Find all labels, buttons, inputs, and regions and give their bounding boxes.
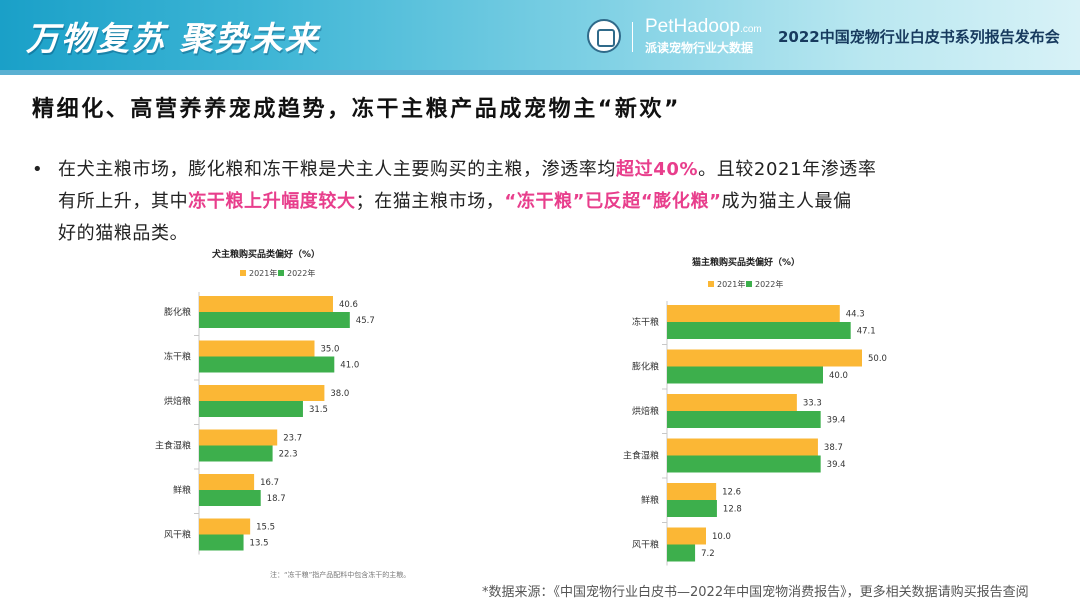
data-label: 33.3 (803, 399, 822, 409)
pet-society-emblem-icon (587, 19, 621, 53)
bar-2021 (667, 438, 818, 456)
data-label: 41.0 (340, 361, 359, 371)
bar-2022 (199, 401, 303, 417)
para-highlight: 超过40% (616, 159, 699, 180)
legend-label: 2021年 (717, 279, 745, 289)
slogan: 万物复苏 聚势未来 (26, 19, 320, 58)
data-label: 38.7 (824, 443, 843, 453)
data-label: 40.0 (829, 371, 848, 381)
data-label: 31.5 (309, 405, 328, 415)
chart-title: 猫主粮购买品类偏好（%） (692, 256, 800, 268)
brand-domain: .com (740, 24, 762, 35)
data-label: 13.5 (250, 539, 269, 549)
bar-2022 (667, 411, 821, 428)
para-text: 。且较2021年渗透率 (698, 159, 877, 180)
category-label: 鲜粮 (173, 484, 191, 496)
para-highlight: 冻干粮上升幅度较大 (188, 191, 356, 212)
category-label: 膨化粮 (632, 361, 659, 373)
data-label: 35.0 (321, 345, 340, 355)
data-label: 10.0 (712, 532, 731, 542)
bullet-marker: • (32, 159, 44, 180)
brand-logo: PetHadoop.com (645, 16, 762, 38)
bar-2022 (667, 544, 696, 562)
bar-2021 (667, 527, 706, 545)
data-label: 12.8 (723, 505, 742, 515)
para-text: 有所上升，其中 (58, 191, 189, 212)
chart-footnote: 注：“冻干粮”指产品配料中包含冻干的主粮。 (270, 570, 410, 579)
legend-label: 2022年 (755, 279, 783, 289)
data-label: 7.2 (701, 549, 715, 559)
category-label: 主食湿粮 (623, 450, 659, 462)
legend-swatch (278, 270, 284, 276)
data-label: 23.7 (283, 434, 302, 444)
event-title: 2022中国宠物行业白皮书系列报告发布会 (778, 28, 1060, 46)
chart-title: 犬主粮购买品类偏好（%） (211, 248, 320, 260)
category-label: 鲜粮 (641, 494, 659, 506)
page-headline: 精细化、高营养养宠成趋势，冻干主粮产品成宠物主“新欢” (32, 97, 682, 122)
para-line-3: 好的猫粮品类。 (58, 223, 189, 244)
legend-label: 2022年 (287, 268, 315, 278)
legend-label: 2021年 (249, 268, 277, 278)
para-text: 在犬主粮市场，膨化粮和冻干粮是犬主人主要购买的主粮，渗透率均 (58, 159, 616, 180)
data-label: 44.3 (846, 310, 865, 320)
bar-2021 (667, 305, 840, 322)
category-label: 风干粮 (164, 529, 191, 541)
para-line-2: 有所上升，其中冻干粮上升幅度较大；在猫主粮市场，“冻干粮”已反超“膨化粮”成为猫… (58, 186, 852, 218)
para-text: ；在猫主粮市场， (355, 191, 505, 212)
bar-2022 (667, 455, 821, 473)
bar-2021 (199, 518, 251, 535)
data-label: 39.4 (827, 416, 846, 426)
bar-2021 (199, 340, 315, 357)
bar-2022 (667, 366, 823, 384)
bar-2022 (199, 312, 350, 328)
data-label: 22.3 (279, 450, 298, 460)
para-text: 成为猫主人最偏 (721, 191, 852, 212)
bar-2021 (199, 474, 255, 490)
category-label: 冻干粮 (632, 316, 659, 328)
brand-subtitle: 派读宠物行业大数据 (645, 41, 754, 55)
category-label: 主食湿粮 (155, 440, 191, 452)
category-label: 烘焙粮 (164, 395, 191, 407)
bar-2021 (199, 429, 278, 446)
bar-2021 (667, 483, 717, 500)
bar-2021 (667, 394, 797, 411)
data-label: 50.0 (868, 354, 887, 364)
data-label: 16.7 (260, 478, 279, 488)
bar-2022 (199, 490, 261, 506)
para-line-1: 在犬主粮市场，膨化粮和冻干粮是犬主人主要购买的主粮，渗透率均超过40%。且较20… (58, 154, 877, 186)
category-label: 冻干粮 (164, 351, 191, 363)
bar-2021 (199, 296, 333, 312)
category-label: 烘焙粮 (632, 405, 659, 417)
header-banner (0, 0, 1080, 70)
brand-name: PetHadoop (645, 16, 741, 37)
legend-swatch (240, 270, 246, 276)
data-source-note: *数据来源：《中国宠物行业白皮书—2022年中国宠物消费报告》，更多相关数据请购… (482, 585, 1029, 600)
data-label: 12.6 (722, 488, 741, 498)
data-label: 47.1 (857, 327, 876, 337)
category-label: 风干粮 (632, 539, 659, 551)
bar-2022 (667, 500, 717, 517)
bar-2022 (199, 534, 244, 551)
bar-2022 (667, 322, 851, 339)
bar-2021 (199, 385, 325, 401)
legend-swatch (708, 281, 714, 287)
data-label: 38.0 (330, 389, 349, 399)
data-label: 18.7 (267, 494, 286, 504)
category-label: 膨化粮 (164, 306, 191, 318)
bar-2022 (199, 356, 335, 373)
logo-divider (632, 22, 633, 52)
data-label: 15.5 (256, 523, 275, 533)
header-stripe (0, 70, 1080, 75)
legend-swatch (746, 281, 752, 287)
para-highlight: “冻干粮”已反超“膨化粮” (504, 191, 722, 212)
data-label: 45.7 (356, 316, 375, 326)
data-label: 40.6 (339, 300, 358, 310)
data-label: 39.4 (827, 460, 846, 470)
bar-2021 (667, 349, 862, 367)
bar-2022 (199, 445, 273, 462)
